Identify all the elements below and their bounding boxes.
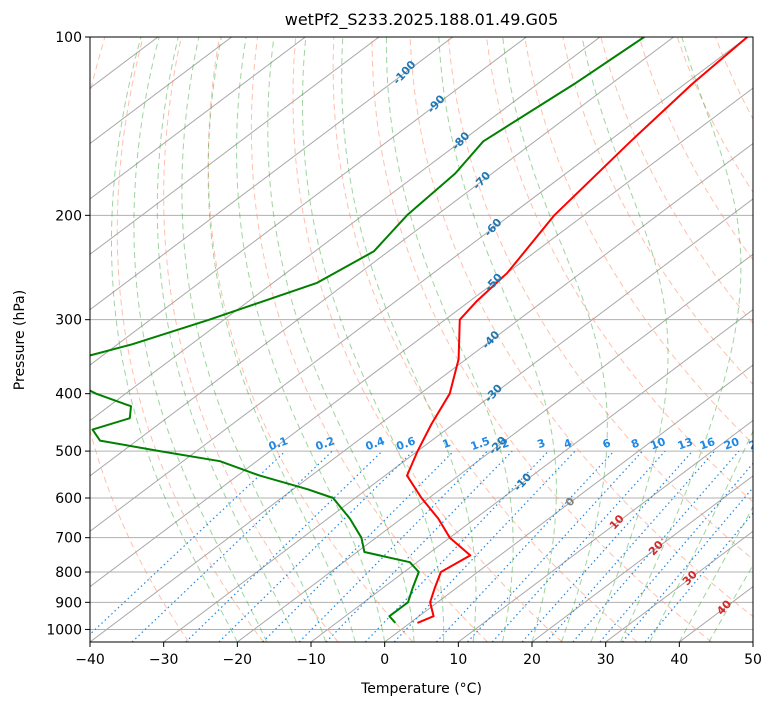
isotherm-line: [90, 37, 233, 145]
x-tick-label: 30: [597, 652, 615, 668]
moist-adiabat: [181, 37, 327, 642]
dry-adiabat: [332, 37, 638, 642]
mixing-ratio-label: 8: [629, 436, 641, 451]
moist-adiabat: [619, 37, 742, 642]
mixing-ratio-label: 0.1: [267, 434, 290, 453]
mixing-ratio-line: [545, 450, 716, 642]
x-tick-label: 40: [670, 652, 688, 668]
y-tick-label: 100: [55, 30, 82, 46]
moist-adiabat: [341, 37, 477, 642]
x-tick-label: −40: [75, 652, 105, 668]
mixing-ratio-label: 0.2: [314, 434, 337, 453]
mixing-ratio-line: [218, 450, 414, 642]
mixing-ratio-label: 13: [676, 435, 695, 452]
x-tick-label: −20: [223, 652, 253, 668]
mixing-ratio-label: 2: [499, 436, 511, 451]
moist-adiabat: [649, 429, 753, 642]
x-tick-label: 50: [744, 652, 762, 668]
y-tick-label: 400: [55, 387, 82, 403]
x-tick-label: 10: [449, 652, 467, 668]
isotherm-line: [90, 37, 601, 422]
moist-adiabat: [133, 37, 268, 642]
dry-adiabat: [116, 37, 264, 642]
x-tick-label: 0: [380, 652, 389, 668]
mixing-ratio-label: 1: [441, 436, 453, 451]
isotherm-line: [531, 475, 753, 642]
isotherm-line: [310, 309, 753, 642]
moist-adiabat: [301, 37, 445, 642]
y-tick-label: 200: [55, 208, 82, 224]
dry-adiabat: [447, 37, 753, 561]
dry-adiabat: [250, 37, 488, 642]
mixing-ratio-line: [621, 486, 753, 642]
dry-adiabat: [371, 37, 713, 642]
isotherm-line: [90, 37, 749, 532]
mixing-ratio-label: 4: [562, 436, 574, 451]
dry-adiabat: [600, 37, 753, 325]
isotherm-line: [90, 37, 454, 311]
moist-adiabat: [385, 37, 514, 642]
mixing-ratio-line: [599, 462, 753, 642]
moist-adiabat: [207, 37, 356, 642]
temperature-profile: [406, 37, 748, 624]
y-tick-label: 1000: [46, 622, 82, 638]
moist-adiabat: [111, 37, 238, 642]
x-tick-label: −30: [149, 652, 179, 668]
mixing-ratio-label: 10: [649, 435, 668, 453]
dry-adiabat: [409, 37, 753, 618]
moist-adiabat: [502, 37, 608, 642]
mixing-ratio-label: 1.5: [469, 434, 492, 453]
dewpoint-profile: [90, 37, 645, 624]
isotherm-line: [90, 142, 753, 642]
x-tick-label: 20: [523, 652, 541, 668]
mixing-ratio-line: [131, 450, 333, 642]
plot-frame: [89, 36, 754, 643]
isotherm-line: [90, 37, 307, 200]
isotherm-line: [90, 37, 380, 255]
mixing-ratio-line: [393, 450, 576, 642]
x-tick-label: −10: [296, 652, 326, 668]
moist-adiabat: [236, 37, 386, 642]
dry-adiabat: [562, 37, 753, 386]
sounding-profiles: [90, 37, 748, 624]
isotherm-line: [90, 37, 675, 477]
y-tick-label: 900: [55, 595, 82, 611]
isotherm-line: [90, 87, 753, 588]
mixing-ratio-label: 20: [722, 435, 741, 453]
y-tick-label: 700: [55, 531, 82, 547]
mixing-ratio-line: [435, 450, 615, 642]
mixing-ratio-line: [572, 450, 740, 642]
moist-adiabat: [156, 37, 297, 642]
mixing-ratio-line: [90, 450, 286, 636]
mixing-ratio-label: 16: [698, 435, 717, 453]
y-tick-label: 800: [55, 565, 82, 581]
y-tick-label: 600: [55, 491, 82, 507]
mixing-ratio-line: [644, 512, 753, 642]
chart-title: wetPf2_S233.2025.188.01.49.G05: [285, 10, 559, 30]
isotherm-line: [237, 253, 753, 642]
y-tick-label: 300: [55, 313, 82, 329]
isotherm-line: [90, 37, 528, 366]
isotherm-line: [163, 198, 753, 642]
y-axis-label: Pressure (hPa): [12, 290, 28, 390]
mixing-ratio-label: 3: [535, 436, 547, 451]
isotherm-line: [605, 530, 753, 642]
dry-adiabat: [90, 37, 190, 642]
moist-adiabat: [581, 37, 669, 642]
isotherm-line: [458, 419, 753, 642]
mixing-ratio-label: 0.6: [395, 434, 418, 453]
x-axis-label: Temperature (°C): [360, 681, 482, 697]
mixing-ratio-label: 25: [747, 435, 766, 452]
isotherm-line: [384, 364, 753, 642]
mixing-ratio-label: 0.4: [364, 434, 387, 453]
y-tick-label: 500: [55, 444, 82, 460]
dry-adiabat: [486, 37, 753, 503]
mixing-ratio-label: 6: [601, 436, 613, 451]
mixing-ratio-line: [185, 450, 383, 642]
axis-ticks: −40 −30 −20 −10 0 10 20 30 40 5010020030040050060…: [46, 30, 762, 668]
